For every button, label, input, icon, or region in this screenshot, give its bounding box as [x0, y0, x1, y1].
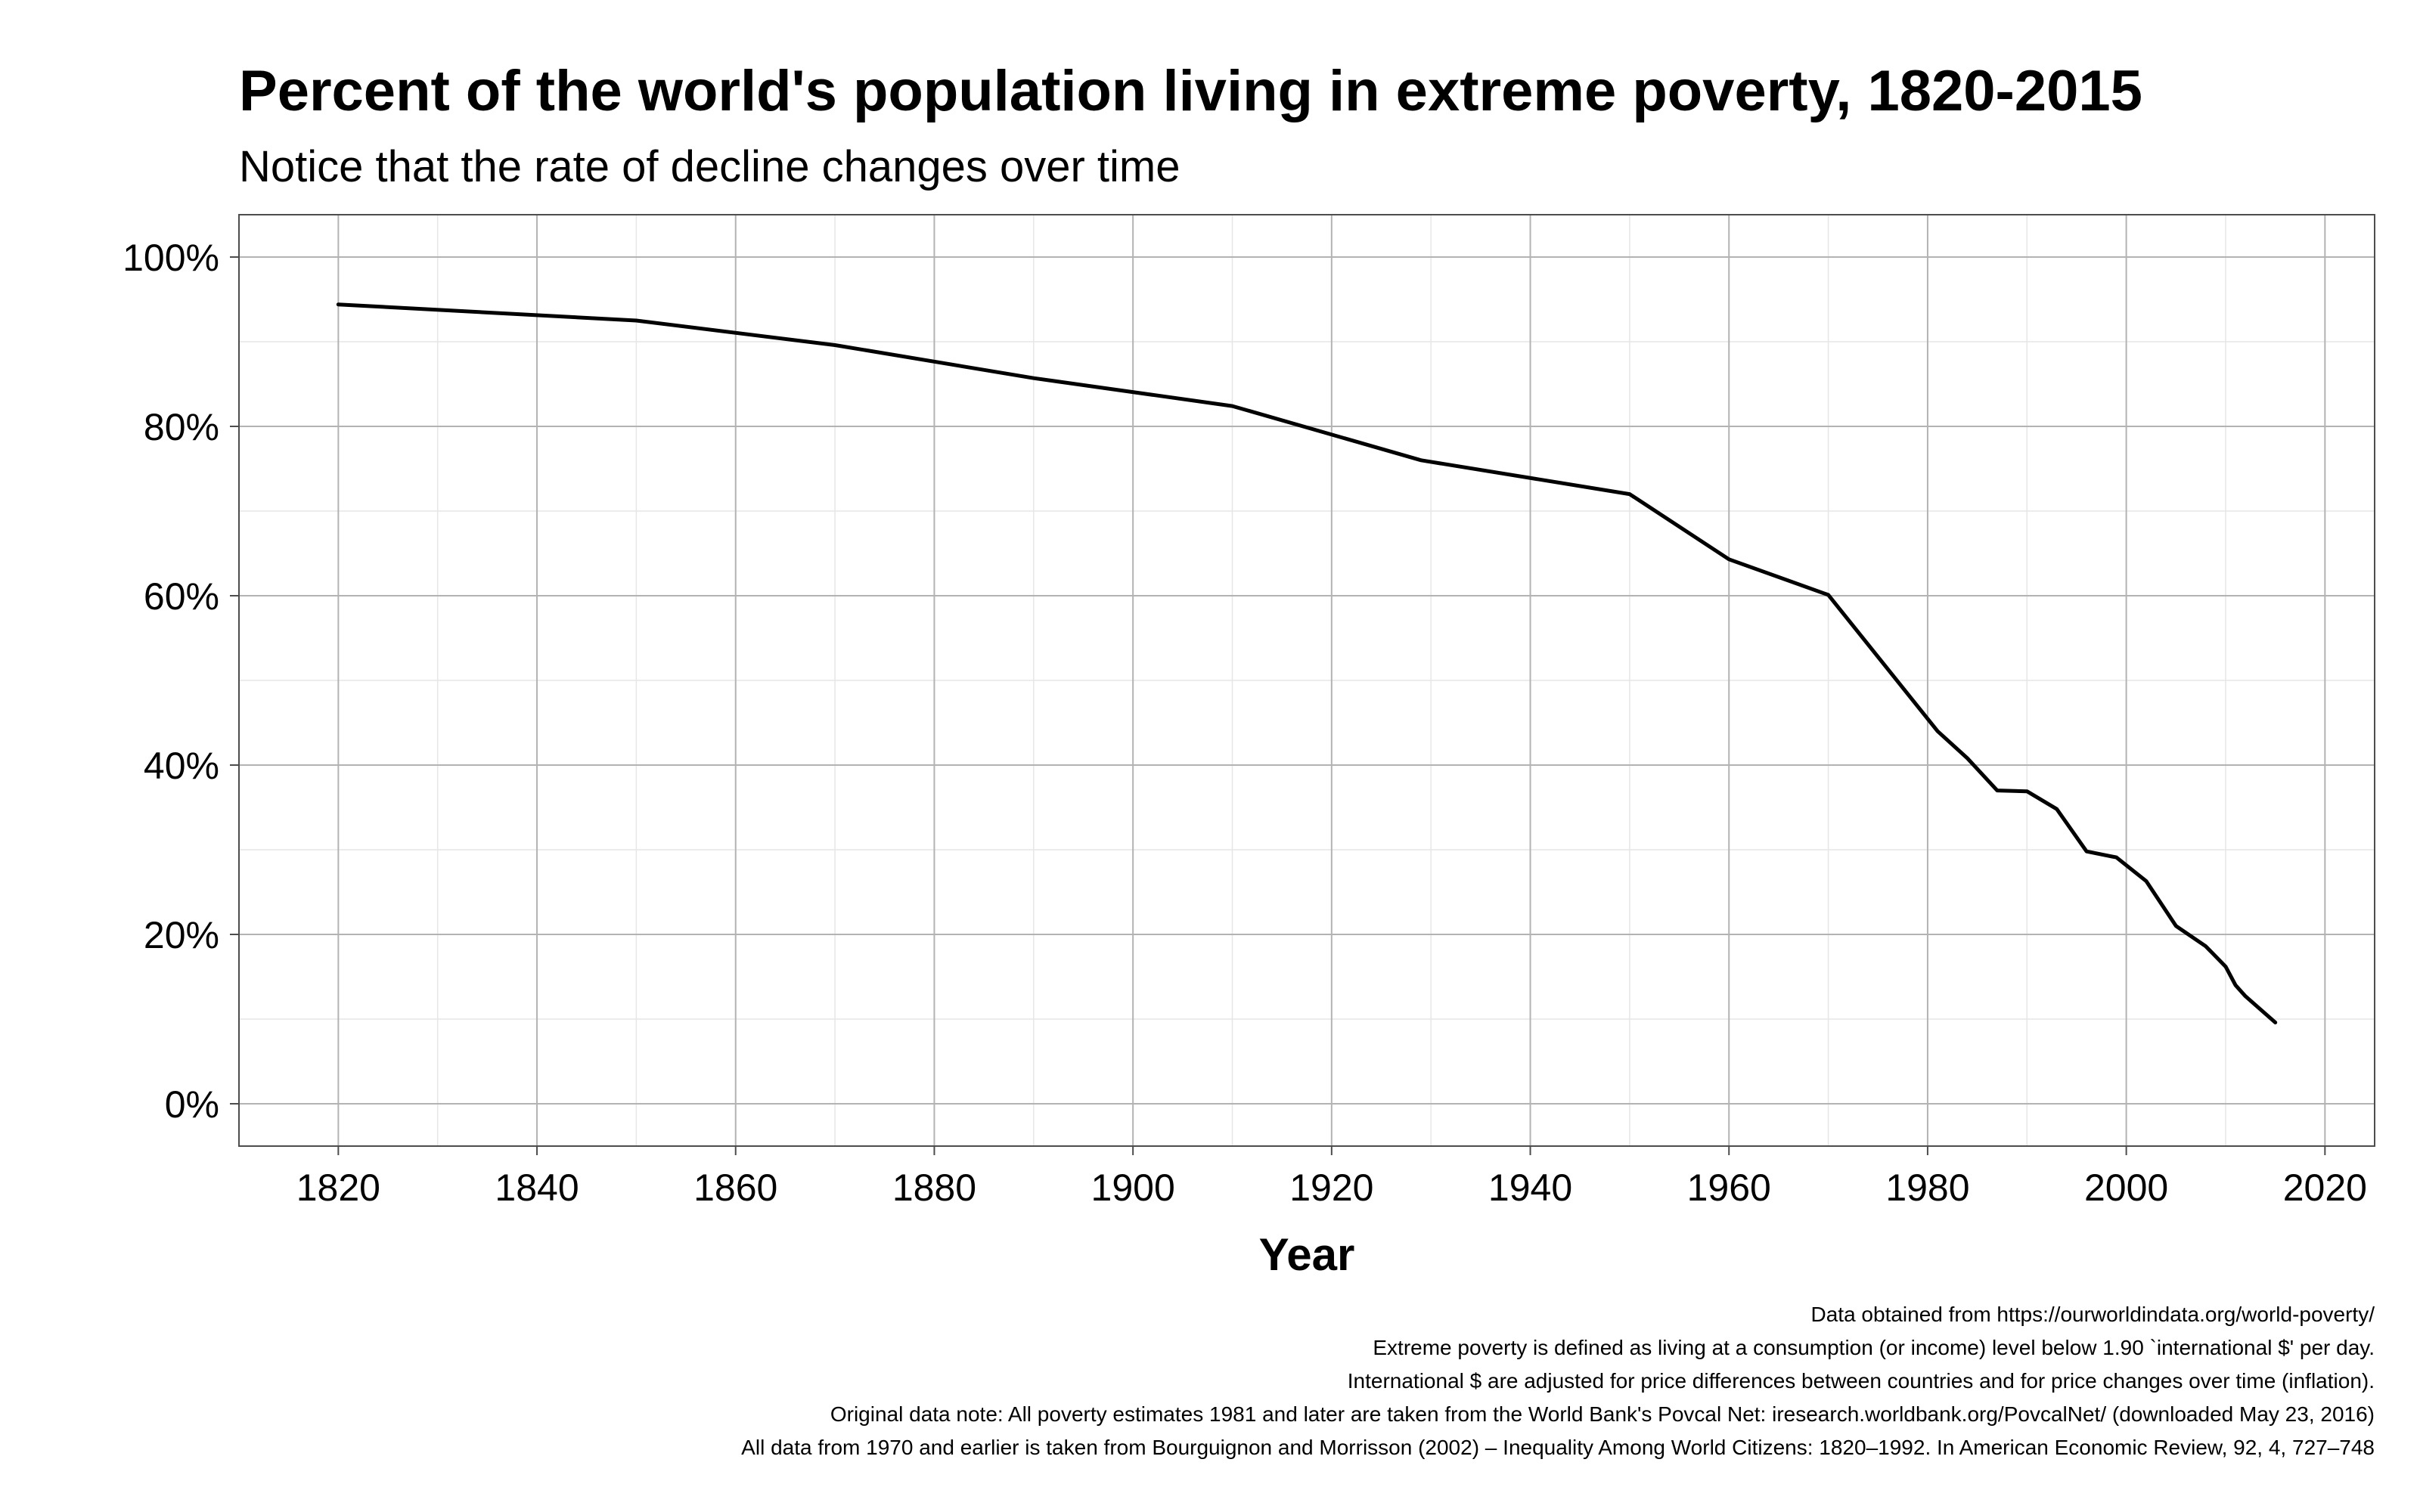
x-tick-label: 1900 [1091, 1167, 1175, 1209]
y-tick-label: 80% [144, 406, 219, 448]
x-tick-label: 2020 [2283, 1167, 2367, 1209]
caption-line: All data from 1970 and earlier is taken … [741, 1436, 2375, 1459]
y-tick-label: 60% [144, 575, 219, 618]
y-tick-label: 20% [144, 914, 219, 956]
x-tick-label: 1860 [693, 1167, 777, 1209]
x-axis-title: Year [1259, 1229, 1355, 1280]
x-tick-label: 1820 [296, 1167, 380, 1209]
caption-line: Original data note: All poverty estimate… [830, 1402, 2375, 1426]
caption-line: Data obtained from https://ourworldindat… [1811, 1303, 2375, 1326]
x-tick-label: 1980 [1885, 1167, 1969, 1209]
poverty-series-line [336, 302, 2278, 1024]
x-tick-label: 1960 [1687, 1167, 1771, 1209]
y-tick-label: 100% [123, 237, 219, 279]
chart-subtitle: Notice that the rate of decline changes … [239, 142, 1180, 191]
y-tick-label: 40% [144, 745, 219, 787]
series-layer [336, 302, 2278, 1024]
y-axis: 0% 20% 40% 60% 80% 100% [123, 237, 239, 1126]
chart-title: Percent of the world's population living… [239, 59, 2142, 123]
x-tick-label: 1940 [1488, 1167, 1572, 1209]
x-tick-label: 1840 [495, 1167, 579, 1209]
x-tick-label: 2000 [2084, 1167, 2168, 1209]
x-tick-label: 1920 [1289, 1167, 1373, 1209]
caption-line: Extreme poverty is defined as living at … [1373, 1336, 2375, 1359]
minor-gridlines [239, 215, 2375, 1146]
x-tick-label: 1880 [892, 1167, 976, 1209]
caption-line: International $ are adjusted for price d… [1348, 1369, 2375, 1393]
plot-panel-border [238, 214, 2375, 1147]
y-tick-label: 0% [165, 1083, 219, 1126]
x-axis: 1820 1840 1860 1880 1900 1920 1940 1960 1980 2000… [296, 1146, 2367, 1209]
caption: Data obtained from https://ourworldindat… [741, 1303, 2375, 1459]
